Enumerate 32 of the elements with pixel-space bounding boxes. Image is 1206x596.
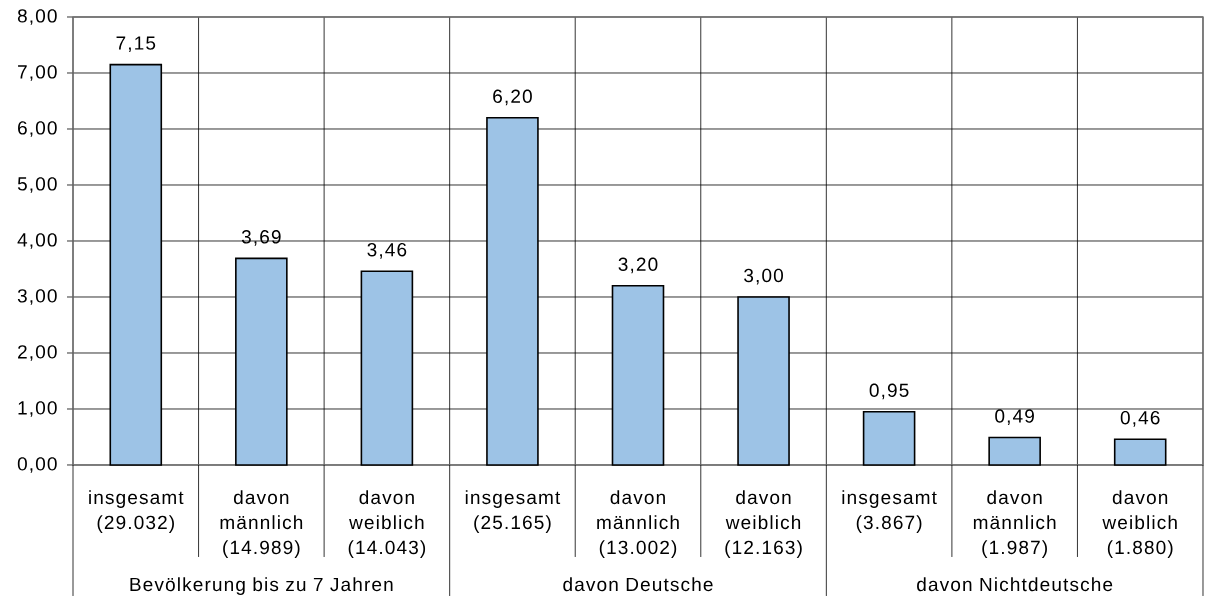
data-label: 6,20 — [493, 89, 532, 106]
x-tick-label: davon männlich (13.002) — [597, 490, 679, 558]
y-tick-label: 2,00 — [18, 345, 57, 361]
y-tick-label: 3,00 — [17, 289, 57, 305]
x-tick-label: davon weiblich (12.163) — [725, 490, 802, 558]
data-label: 0,95 — [869, 383, 909, 400]
data-label: 3,69 — [241, 230, 281, 246]
x-tick-label: insgesamt (3.867) — [842, 490, 937, 533]
x-tick-label: insgesamt (25.165) — [465, 490, 561, 533]
y-tick-label: 7,00 — [18, 65, 57, 81]
x-tick-label: davon weiblich (14.043) — [348, 490, 426, 558]
x-tick-label: insgesamt (29.032) — [89, 490, 184, 533]
bar — [988, 436, 1041, 466]
data-label: 3,46 — [367, 242, 407, 259]
data-label: 0,46 — [1120, 410, 1160, 427]
x-tick-label: davon weiblich (1.880) — [1102, 490, 1177, 558]
y-tick-label: 5,00 — [17, 177, 57, 193]
data-label: 3,00 — [744, 268, 783, 285]
data-label: 0,49 — [995, 409, 1034, 425]
data-label: 3,20 — [618, 257, 658, 274]
y-tick-label: 6,00 — [18, 121, 57, 137]
y-tick-label: 1,00 — [18, 401, 57, 417]
x-tick-label: davon männlich (1.987) — [973, 490, 1056, 558]
y-tick-label: 4,00 — [17, 233, 57, 249]
text: davon Nichtdeutsche — [917, 577, 1113, 592]
y-tick-label: 8,00 — [17, 9, 57, 25]
text: Bevölkerung bis zu 7 Jahren — [130, 577, 393, 595]
bar — [1113, 438, 1167, 466]
x-tick-label: davon männlich (14.989) — [220, 490, 303, 558]
data-label: 7,15 — [116, 36, 156, 53]
text: davon Deutsche — [563, 577, 713, 592]
y-tick-label: 0,00 — [17, 457, 57, 473]
